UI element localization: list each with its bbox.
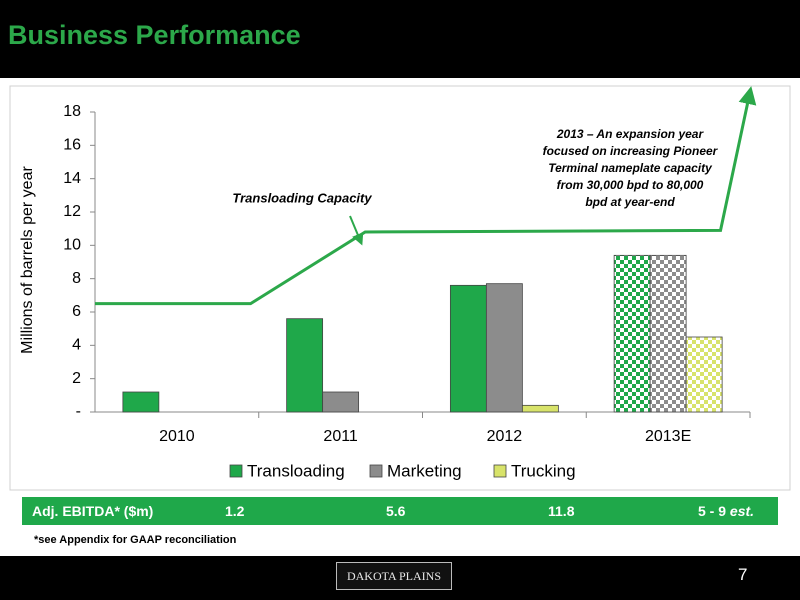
bar [613,254,651,413]
bar [122,391,160,413]
x-tick-label: 2013E [645,428,691,445]
legend-swatch [493,464,507,478]
ebitda-estimate: 5 - 9 est. [698,503,754,519]
y-tick-label: 10 [63,237,81,254]
estimate-note: est. [729,503,755,519]
annotation: Terminal nameplate capacity [548,161,713,175]
legend-swatch [369,464,383,478]
bar [322,391,360,413]
chart-frame [9,85,791,491]
y-tick-label: 14 [63,170,81,187]
ebitda-label: Adj. EBITDA* ($m) [32,503,154,519]
x-tick-label: 2011 [323,428,358,445]
x-tick-label: 2012 [487,428,523,445]
x-tick-label: 2010 [159,428,195,445]
slide-title: Business Performance [8,20,301,50]
bar [449,284,487,413]
annotation: 2013 – An expansion year [556,127,705,141]
legend-label: Transloading [247,461,345,480]
legend-label: Marketing [387,461,462,480]
ebitda-value: 5 - 9 [698,503,727,519]
y-tick-label: 6 [72,303,81,320]
y-tick-label: - [76,403,81,420]
capacity-line [95,86,757,306]
footnote: *see Appendix for GAAP reconciliation [34,534,237,546]
line-label: Transloading Capacity [232,190,372,205]
y-tick-label: 12 [63,203,81,220]
bar [649,254,687,413]
y-tick-label: 4 [72,337,81,354]
legend-label: Trucking [511,461,576,480]
annotation: bpd at year-end [585,195,675,209]
logo: DAKOTA PLAINS [336,562,452,590]
ebitda-value: 11.8 [548,503,575,519]
y-tick-label: 18 [63,103,81,120]
bar [521,404,559,413]
page-number: 7 [738,565,748,584]
chart: Millions of barrels per year Transloadin… [9,85,791,491]
bar [685,336,723,413]
ebitda-value: 1.2 [225,503,245,519]
header-band [0,0,800,78]
y-tick-label: 8 [72,270,81,287]
annotation: from 30,000 bpd to 80,000 [557,178,704,192]
legend-swatch [229,464,243,478]
annotation: focused on increasing Pioneer [543,144,719,158]
y-tick-label: 2 [72,370,81,387]
bar [286,318,324,413]
bar [485,283,523,413]
ebitda-value: 5.6 [386,503,406,519]
y-axis-title: Millions of barrels per year [19,166,36,354]
y-tick-label: 16 [63,137,81,154]
ebitda-band [22,497,778,525]
